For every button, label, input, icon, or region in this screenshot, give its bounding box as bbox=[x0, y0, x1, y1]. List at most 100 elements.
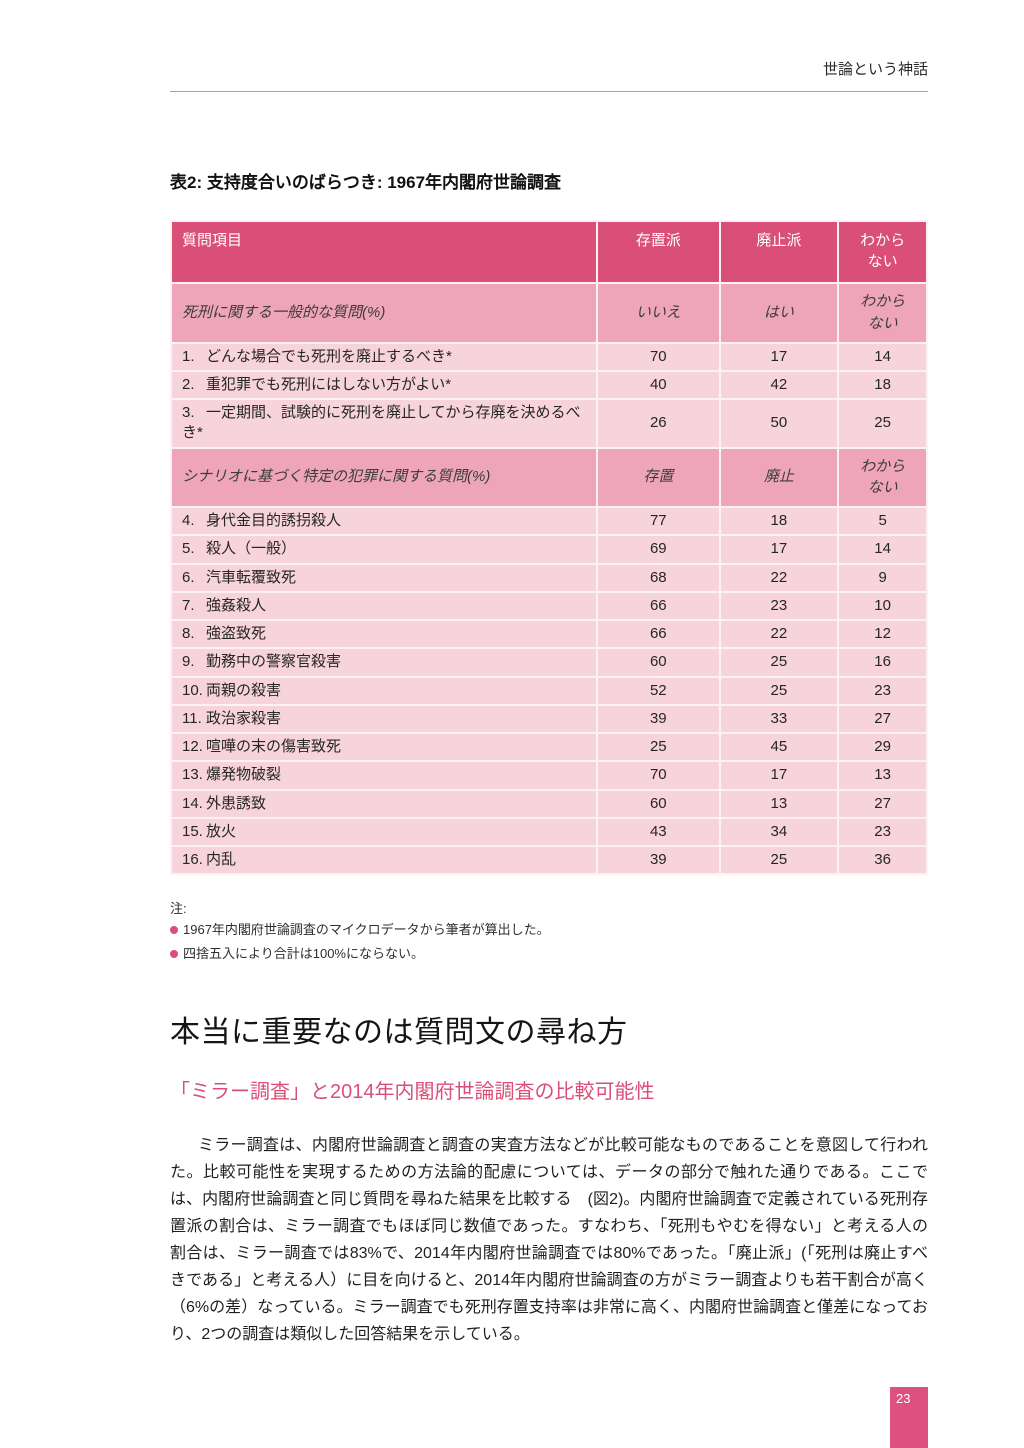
subheader-cell: わから ない bbox=[839, 284, 926, 342]
question-cell: 1. どんな場合でも死刑を廃止するべき* bbox=[172, 343, 597, 370]
value-cell: 70 bbox=[598, 343, 719, 370]
table-row: 2. 重犯罪でも死刑にはしない方がよい* 40 42 18 bbox=[172, 371, 926, 398]
value-cell: 40 bbox=[598, 371, 719, 398]
column-header: 廃止派 bbox=[720, 222, 838, 282]
question-cell: 10. 両親の殺害 bbox=[172, 677, 597, 704]
table-row: 5. 殺人（一般） 69 17 14 bbox=[172, 536, 926, 563]
question-cell: 8. 強盗致死 bbox=[172, 621, 597, 648]
page-number: 23 bbox=[896, 1391, 911, 1406]
value-cell: 26 bbox=[598, 400, 719, 447]
row-number: 2. bbox=[182, 375, 195, 393]
value-cell: 13 bbox=[839, 762, 926, 789]
question-cell: 12. 喧嘩の末の傷害致死 bbox=[172, 734, 597, 761]
table-subheader-row: 死刑に関する一般的な質問(%) いいえ はい わから ない bbox=[172, 284, 926, 342]
table-row: 15. 放火 43 34 23 bbox=[172, 818, 926, 845]
value-cell: 9 bbox=[839, 564, 926, 591]
question-cell: 14. 外患誘致 bbox=[172, 790, 597, 817]
value-cell: 12 bbox=[839, 621, 926, 648]
row-label: 殺人（一般） bbox=[206, 540, 297, 558]
table-row: 9. 勤務中の警察官殺害 60 25 16 bbox=[172, 649, 926, 676]
section-subheading: 「ミラー調査」と2014年内閣府世論調査の比較可能性 bbox=[170, 1081, 655, 1104]
value-cell: 39 bbox=[598, 705, 719, 732]
value-cell: 25 bbox=[720, 847, 838, 874]
value-cell: 18 bbox=[720, 508, 838, 535]
running-header: 世論という神話 bbox=[170, 0, 928, 92]
bullet-icon bbox=[170, 949, 178, 958]
survey-table: 質問項目 存置派 廃止派 わから ない 死刑に関する一般的な質問(%) いいえ はい わから … bbox=[170, 220, 928, 876]
table-row: 16. 内乱 39 25 36 bbox=[172, 847, 926, 874]
value-cell: 33 bbox=[720, 705, 838, 732]
row-number: 12. bbox=[182, 738, 203, 755]
value-cell: 23 bbox=[839, 818, 926, 845]
question-cell: 6. 汽車転覆致死 bbox=[172, 564, 597, 591]
row-label: 重犯罪でも死刑にはしない方がよい* bbox=[206, 375, 452, 393]
row-number: 13. bbox=[182, 766, 203, 784]
value-cell: 22 bbox=[720, 621, 838, 648]
row-number: 7. bbox=[182, 596, 195, 614]
page-number-box: 23 bbox=[890, 1387, 928, 1448]
table-row: 7. 強姦殺人 66 23 10 bbox=[172, 592, 926, 619]
value-cell: 17 bbox=[720, 762, 838, 789]
row-number: 6. bbox=[182, 568, 195, 586]
row-number: 1. bbox=[182, 347, 195, 365]
value-cell: 10 bbox=[839, 592, 926, 619]
table-notes: 注: 1967年内閣府世論調査のマイクロデータから筆者が算出した。 四捨五入により… bbox=[170, 898, 928, 963]
section-heading: 本当に重要なのは質問文の尋ね方 bbox=[170, 1016, 628, 1050]
note-text: 四捨五入により合計は100%にならない。 bbox=[183, 945, 424, 961]
row-label: 強姦殺人 bbox=[206, 596, 267, 614]
value-cell: 45 bbox=[720, 734, 838, 761]
row-label: 喧嘩の末の傷害致死 bbox=[206, 738, 342, 755]
value-cell: 23 bbox=[720, 592, 838, 619]
value-cell: 60 bbox=[598, 790, 719, 817]
value-cell: 66 bbox=[598, 621, 719, 648]
column-header: 質問項目 bbox=[172, 222, 597, 282]
value-cell: 60 bbox=[598, 649, 719, 676]
question-cell: 15. 放火 bbox=[172, 818, 597, 845]
row-label: 強盗致死 bbox=[206, 625, 267, 642]
table-row: 10. 両親の殺害 52 25 23 bbox=[172, 677, 926, 704]
question-cell: 16. 内乱 bbox=[172, 847, 597, 874]
row-label: 外患誘致 bbox=[206, 794, 267, 812]
subheader-cell: 存置 bbox=[598, 448, 719, 506]
row-number: 16. bbox=[182, 851, 203, 868]
question-cell: 7. 強姦殺人 bbox=[172, 592, 597, 619]
table-subheader-row: シナリオに基づく特定の犯罪に関する質問(%) 存置 廃止 わから ない bbox=[172, 448, 926, 506]
row-number: 14. bbox=[182, 794, 203, 812]
question-cell: 9. 勤務中の警察官殺害 bbox=[172, 649, 597, 676]
value-cell: 43 bbox=[598, 818, 719, 845]
value-cell: 69 bbox=[598, 536, 719, 563]
row-number: 15. bbox=[182, 822, 203, 840]
value-cell: 27 bbox=[839, 790, 926, 817]
value-cell: 25 bbox=[598, 734, 719, 761]
value-cell: 36 bbox=[839, 847, 926, 874]
column-header: わから ない bbox=[839, 222, 926, 282]
row-label: 勤務中の警察官殺害 bbox=[206, 653, 342, 671]
table-row: 8. 強盗致死 66 22 12 bbox=[172, 621, 926, 648]
note-text: 1967年内閣府世論調査のマイクロデータから筆者が算出した。 bbox=[183, 922, 550, 938]
value-cell: 34 bbox=[720, 818, 838, 845]
question-cell: 4. 身代金目的誘拐殺人 bbox=[172, 508, 597, 535]
value-cell: 27 bbox=[839, 705, 926, 732]
row-label: 一定期間、試験的に死刑を廃止してから存廃を決めるべき* bbox=[182, 404, 581, 442]
row-label: どんな場合でも死刑を廃止するべき* bbox=[206, 347, 452, 365]
value-cell: 39 bbox=[598, 847, 719, 874]
value-cell: 29 bbox=[839, 734, 926, 761]
row-label: 爆発物破裂 bbox=[206, 766, 282, 784]
value-cell: 14 bbox=[839, 343, 926, 370]
subheader-cell: わから ない bbox=[839, 448, 926, 506]
table-row: 13. 爆発物破裂 70 17 13 bbox=[172, 762, 926, 789]
value-cell: 14 bbox=[839, 536, 926, 563]
row-label: 身代金目的誘拐殺人 bbox=[206, 512, 342, 529]
row-number: 4. bbox=[182, 512, 195, 529]
question-cell: 5. 殺人（一般） bbox=[172, 536, 597, 563]
row-number: 8. bbox=[182, 625, 195, 642]
value-cell: 77 bbox=[598, 508, 719, 535]
table-row: 11. 政治家殺害 39 33 27 bbox=[172, 705, 926, 732]
notes-list: 1967年内閣府世論調査のマイクロデータから筆者が算出した。 四捨五入により合計は… bbox=[170, 920, 928, 963]
row-number: 9. bbox=[182, 653, 195, 671]
row-number: 5. bbox=[182, 540, 195, 558]
value-cell: 25 bbox=[839, 400, 926, 447]
value-cell: 50 bbox=[720, 400, 838, 447]
body-paragraph: ミラー調査は、内閣府世論調査と調査の実査方法などが比較可能なものであることを意図… bbox=[170, 1137, 928, 1344]
value-cell: 25 bbox=[720, 677, 838, 704]
